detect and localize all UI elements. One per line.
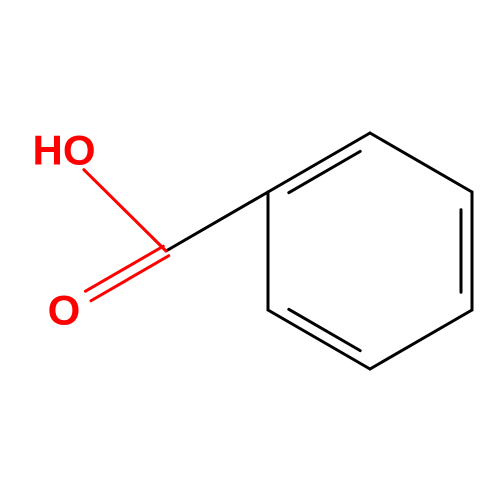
atom-label-o2: HO [33,127,96,174]
molecule-diagram: O HO [0,0,500,500]
atom-label-o1: O [48,287,81,334]
